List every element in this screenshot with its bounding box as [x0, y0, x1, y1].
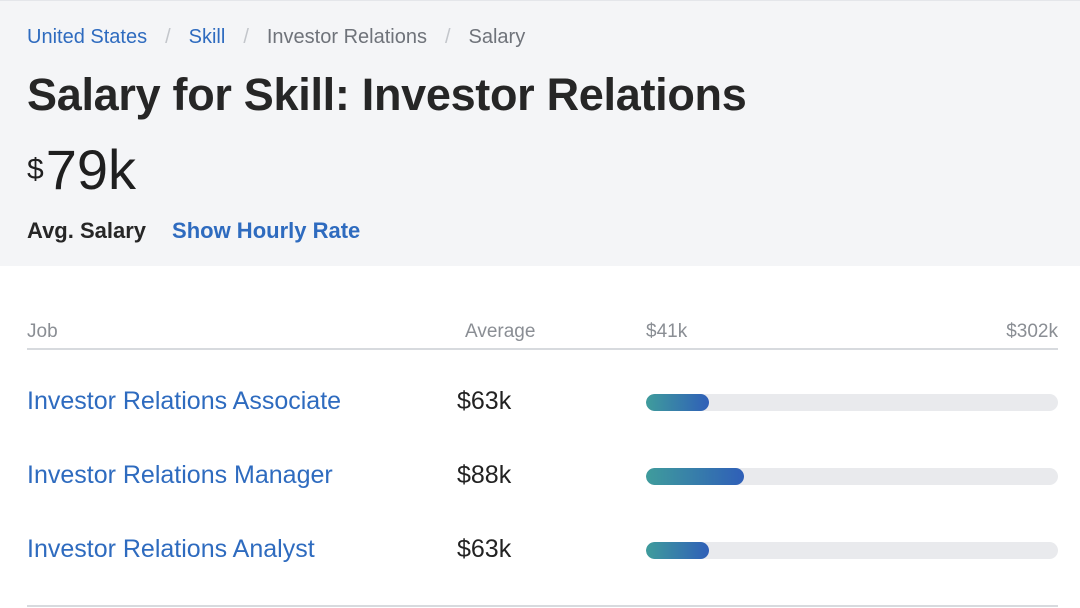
salary-bar-track [646, 468, 1058, 485]
average-salary-row: Avg. Salary Show Hourly Rate [27, 218, 360, 244]
breadcrumb-separator: / [165, 25, 171, 48]
range-min-label: $41k [646, 321, 688, 342]
salary-header: United States / Skill / Investor Relatio… [0, 0, 1080, 266]
job-link[interactable]: Investor Relations Analyst [27, 535, 315, 563]
average-salary-amount: 79k [45, 138, 136, 201]
breadcrumb-separator: / [444, 25, 451, 48]
page-title: Salary for Skill: Investor Relations [27, 69, 747, 120]
breadcrumb-salary: Salary [468, 25, 526, 48]
table-header: Job Average $41k $302k [27, 318, 1058, 350]
salary-bar-track [646, 394, 1058, 411]
job-link[interactable]: Investor Relations Manager [27, 461, 333, 489]
table-row: Investor Relations Analyst $63k [27, 498, 1058, 572]
breadcrumb: United States / Skill / Investor Relatio… [27, 24, 525, 50]
breadcrumb-investor-relations: Investor Relations [266, 25, 427, 48]
job-average-salary: $63k [457, 387, 512, 415]
breadcrumb-united-states[interactable]: United States [27, 25, 148, 48]
show-hourly-rate-link[interactable]: Show Hourly Rate [172, 218, 361, 243]
salary-bar-track [646, 542, 1058, 559]
table-row: Investor Relations Associate $63k [27, 350, 1058, 424]
table-bottom-divider [27, 605, 1058, 607]
breadcrumb-skill[interactable]: Skill [188, 25, 226, 48]
salary-table: Job Average $41k $302k Investor Relation… [27, 318, 1058, 572]
job-average-salary: $88k [457, 461, 512, 489]
column-header-job: Job [27, 321, 58, 342]
average-salary-value: $ 79k [27, 139, 136, 201]
currency-sign: $ [27, 153, 44, 186]
salary-bar-fill [646, 394, 710, 411]
average-salary-label: Avg. Salary [27, 218, 147, 243]
salary-bar-fill [646, 468, 744, 485]
range-max-label: $302k [1006, 321, 1058, 342]
breadcrumb-separator: / [243, 25, 249, 48]
job-link[interactable]: Investor Relations Associate [27, 387, 342, 415]
column-header-average: Average [465, 321, 536, 342]
job-average-salary: $63k [457, 535, 512, 563]
salary-bar-fill [646, 542, 710, 559]
table-row: Investor Relations Manager $88k [27, 424, 1058, 498]
